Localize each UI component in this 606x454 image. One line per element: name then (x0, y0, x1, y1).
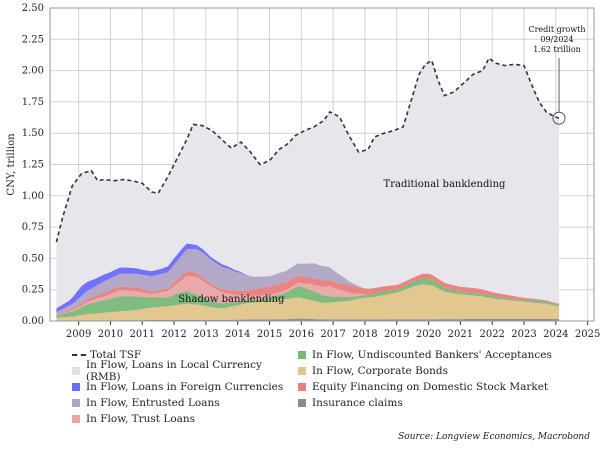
legend-item-local-loans: In Flow, Loans in Local Currency (RMB) (72, 359, 298, 383)
x-tick-label: 2021 (448, 329, 473, 340)
y-tick-label: 0.50 (22, 253, 44, 264)
legend-item-total-tsf: Total TSF (72, 347, 298, 363)
stacked-areas (56, 58, 560, 321)
series-area-trust-loans (56, 276, 560, 316)
x-tick-label: 2018 (352, 329, 377, 340)
x-tick-label: 2015 (257, 329, 282, 340)
y-tick-label: 2.25 (22, 34, 44, 45)
x-tick-label: 2009 (66, 329, 91, 340)
legend: Total TSF In Flow, Undiscounted Bankers'… (72, 347, 592, 427)
legend-item-entrusted-loans: In Flow, Entrusted Loans (72, 395, 298, 411)
y-axis-label: CNY, trillion (6, 133, 17, 196)
area-label: Traditional banklending (384, 179, 506, 190)
legend-item-equity-financing: Equity Financing on Domestic Stock Marke… (298, 379, 588, 395)
legend-row: In Flow, Loans in Foreign Currencies Equ… (72, 379, 592, 395)
x-tick-label: 2012 (161, 329, 186, 340)
y-tick-label: 1.75 (22, 97, 44, 108)
axes: 0.00 0.25 0.50 0.75 1.00 1.25 1.50 1.75 2.00 2.25… (22, 3, 601, 340)
series-area-insurance-claims (56, 318, 560, 321)
annotation-text: 1.62 trillion (533, 45, 581, 54)
series-area-equity-financing (56, 271, 560, 316)
legend-row: In Flow, Trust Loans (72, 411, 592, 427)
swatch-icon (72, 383, 80, 391)
source-note: Source: Longview Economics, Macrobond (398, 432, 590, 442)
series-area-bankers-acceptances (56, 278, 560, 318)
area-label: Shadow banklending (178, 294, 285, 305)
legend-item-foreign-loans: In Flow, Loans in Foreign Currencies (72, 379, 298, 395)
legend-row: In Flow, Entrusted Loans Insurance claim… (72, 395, 592, 411)
annotation-text: 09/2024 (540, 35, 573, 44)
x-tick-label: 2025 (575, 329, 600, 340)
y-tick-label: 0.25 (22, 285, 44, 296)
legend-row: Total TSF In Flow, Undiscounted Bankers'… (72, 347, 592, 363)
x-tick-label: 2013 (193, 329, 218, 340)
y-tick-label: 0.75 (22, 222, 44, 233)
swatch-icon (298, 367, 306, 375)
plot-frame (49, 7, 595, 322)
x-tick-label: 2023 (511, 329, 536, 340)
x-tick-label: 2011 (130, 329, 155, 340)
y-tick-label: 1.50 (22, 128, 44, 139)
dash-line-icon (72, 354, 86, 356)
legend-item-corporate-bonds: In Flow, Corporate Bonds (298, 363, 588, 379)
y-tick-label: 2.00 (22, 66, 44, 77)
swatch-icon (72, 399, 80, 407)
x-tick-label: 2020 (416, 329, 441, 340)
y-tick-label: 2.50 (22, 3, 44, 14)
x-tick-label: 2010 (98, 329, 123, 340)
swatch-icon (72, 415, 80, 423)
legend-item-trust-loans: In Flow, Trust Loans (72, 411, 298, 427)
y-tick-label: 1.00 (22, 191, 44, 202)
swatch-icon (72, 367, 80, 375)
legend-row: In Flow, Loans in Local Currency (RMB) I… (72, 359, 592, 383)
x-tick-label: 2014 (225, 329, 250, 340)
swatch-icon (298, 383, 306, 391)
annotation-text: Credit growth (528, 25, 585, 34)
x-tick-label: 2024 (543, 329, 568, 340)
chart-area: 0.00 0.25 0.50 0.75 1.00 1.25 1.50 1.75 2.00 2.25… (6, 3, 601, 340)
x-tick-label: 2019 (384, 329, 409, 340)
swatch-icon (298, 351, 306, 359)
swatch-icon (298, 399, 306, 407)
legend-item-bankers-acceptances: In Flow, Undiscounted Bankers' Acceptanc… (298, 347, 588, 363)
series-area-entrusted-loans (56, 249, 560, 315)
x-tick-label: 2017 (320, 329, 345, 340)
x-tick-label: 2022 (479, 329, 504, 340)
y-tick-label: 0.00 (22, 316, 44, 327)
series-area-corporate-bonds (56, 284, 560, 321)
x-tick-label: 2016 (289, 329, 314, 340)
series-lines (55, 56, 560, 243)
series-line-total-tsf (55, 56, 560, 243)
legend-item-insurance-claims: Insurance claims (298, 395, 588, 411)
y-tick-label: 1.25 (22, 160, 44, 171)
